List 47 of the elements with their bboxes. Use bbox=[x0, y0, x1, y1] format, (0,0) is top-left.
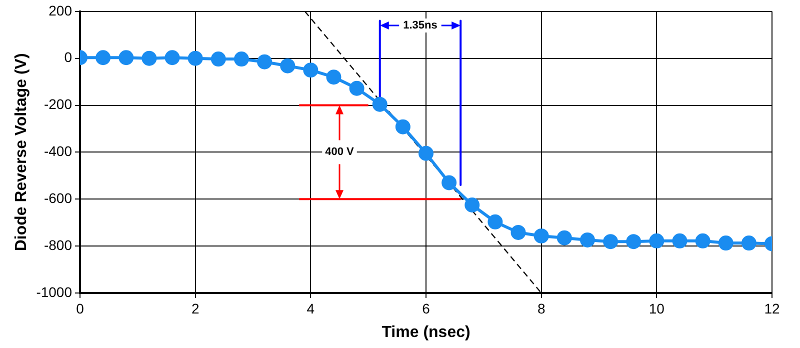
point bbox=[649, 233, 664, 248]
point bbox=[488, 214, 503, 230]
y-axis-title: Diode Reverse Voltage (V) bbox=[13, 53, 30, 252]
x-tick-label: 2 bbox=[191, 300, 200, 316]
x-tick-label: 8 bbox=[537, 300, 546, 316]
point bbox=[741, 236, 756, 251]
point bbox=[142, 50, 157, 66]
point bbox=[695, 233, 710, 248]
point bbox=[372, 96, 388, 112]
annotation: 1.35ns bbox=[403, 20, 438, 32]
y-tick-label: 200 bbox=[48, 2, 72, 18]
point bbox=[118, 50, 134, 66]
point bbox=[188, 50, 203, 66]
point bbox=[718, 236, 734, 251]
x-tick-label: 4 bbox=[306, 300, 315, 316]
point bbox=[464, 198, 480, 212]
point bbox=[164, 50, 180, 66]
point bbox=[395, 119, 410, 134]
x-tick-label: 6 bbox=[422, 300, 430, 316]
point bbox=[349, 80, 364, 96]
point bbox=[442, 175, 457, 190]
point bbox=[556, 230, 572, 246]
point bbox=[418, 146, 434, 161]
y-tick-label: -400 bbox=[44, 143, 72, 160]
point bbox=[257, 54, 272, 70]
point bbox=[326, 70, 342, 85]
y-tick-label: 0 bbox=[64, 49, 72, 66]
point bbox=[626, 234, 642, 250]
x-tick-label: 10 bbox=[648, 300, 665, 316]
point bbox=[534, 228, 549, 244]
y-tick-label: -800 bbox=[44, 236, 72, 253]
point bbox=[303, 62, 318, 78]
point bbox=[672, 233, 688, 248]
point bbox=[96, 50, 111, 66]
x-tick-label: 12 bbox=[764, 300, 780, 316]
y-tick-label: -600 bbox=[44, 190, 72, 206]
x-tick-label: 0 bbox=[76, 300, 84, 316]
point bbox=[510, 224, 526, 240]
y-tick-label: -200 bbox=[44, 96, 72, 112]
annotation: 400 V bbox=[325, 146, 355, 158]
point bbox=[580, 232, 595, 248]
point bbox=[603, 234, 618, 250]
point bbox=[210, 52, 226, 67]
y-tick-label: -1000 bbox=[36, 284, 72, 300]
point bbox=[234, 52, 249, 67]
x-axis-title: Time (nsec) bbox=[382, 324, 470, 341]
point bbox=[280, 58, 296, 74]
